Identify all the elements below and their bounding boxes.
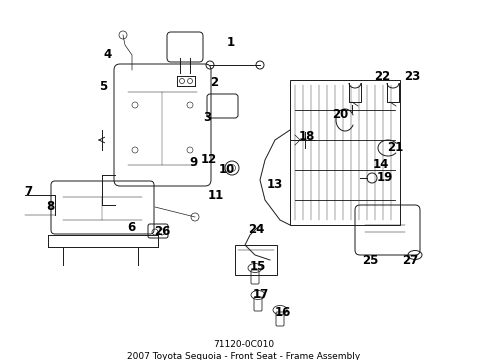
Text: 71120-0C010: 71120-0C010 <box>213 340 274 349</box>
Text: 10: 10 <box>219 163 235 176</box>
Text: 24: 24 <box>247 224 264 237</box>
Text: 7: 7 <box>24 185 32 198</box>
Text: 1: 1 <box>226 36 235 49</box>
Text: 14: 14 <box>372 158 388 171</box>
Text: 25: 25 <box>361 253 377 266</box>
Text: 21: 21 <box>386 141 402 154</box>
Text: 5: 5 <box>99 80 107 93</box>
Text: 2: 2 <box>209 76 218 89</box>
Text: 11: 11 <box>207 189 224 202</box>
Text: 27: 27 <box>401 253 417 266</box>
Text: 6: 6 <box>126 221 135 234</box>
Text: 15: 15 <box>249 261 265 274</box>
Text: 19: 19 <box>376 171 392 184</box>
Text: 3: 3 <box>203 112 211 125</box>
Text: 23: 23 <box>403 71 419 84</box>
Text: 20: 20 <box>331 108 347 121</box>
Text: 13: 13 <box>266 179 283 192</box>
Text: 17: 17 <box>252 288 268 301</box>
Text: 12: 12 <box>201 153 217 166</box>
Text: 4: 4 <box>103 49 112 62</box>
Text: 26: 26 <box>154 225 170 238</box>
Text: 2007 Toyota Sequoia - Front Seat - Frame Assembly: 2007 Toyota Sequoia - Front Seat - Frame… <box>127 352 360 360</box>
Text: 8: 8 <box>46 201 54 213</box>
Text: 16: 16 <box>274 306 290 320</box>
Text: 9: 9 <box>188 157 197 170</box>
Text: 22: 22 <box>373 71 389 84</box>
Text: 18: 18 <box>298 130 315 144</box>
